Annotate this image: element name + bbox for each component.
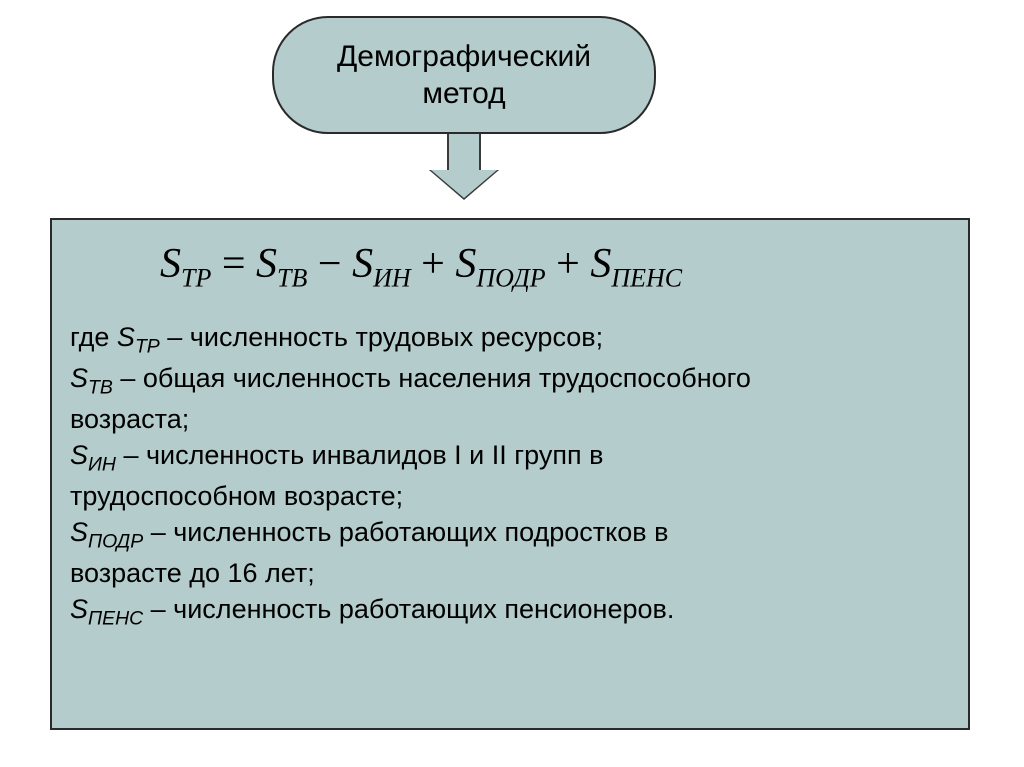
- definition-line: SПОДР – численность работающих подростко…: [70, 514, 950, 555]
- formula-box: SТР = SТВ − SИН + SПОДР + SПЕНС где SТР …: [50, 218, 970, 730]
- definition-line: SПЕНС – численность работающих пенсионер…: [70, 591, 950, 632]
- arrow-stem: [447, 134, 481, 172]
- formula-equation: SТР = SТВ − SИН + SПОДР + SПЕНС: [160, 240, 950, 293]
- definition-line: SИН – численность инвалидов I и II групп…: [70, 437, 950, 478]
- definition-line: SТВ – общая численность населения трудос…: [70, 360, 950, 401]
- title-pill: Демографический метод: [272, 16, 656, 134]
- title-line-2: метод: [422, 77, 505, 110]
- definition-line: трудоспособном возрасте;: [70, 478, 950, 514]
- definition-line: где SТР – численность трудовых ресурсов;: [70, 319, 950, 360]
- definition-line: возрасте до 16 лет;: [70, 555, 950, 591]
- title-text: Демографический метод: [337, 38, 591, 113]
- slide-canvas: Демографический метод SТР = SТВ − SИН + …: [0, 0, 1024, 767]
- definitions-block: где SТР – численность трудовых ресурсов;…: [70, 319, 950, 631]
- definition-line: возраста;: [70, 401, 950, 437]
- arrow-head-fill-icon: [431, 170, 497, 198]
- title-line-1: Демографический: [337, 40, 591, 73]
